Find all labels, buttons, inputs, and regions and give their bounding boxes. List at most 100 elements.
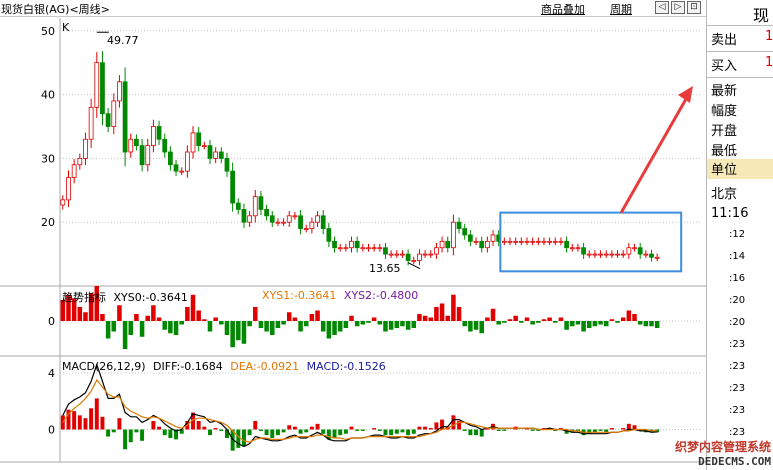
trend-name: 趋势指标 [62, 291, 106, 304]
candle-body [105, 113, 111, 127]
candle-body [230, 170, 236, 204]
candle-body [343, 247, 349, 250]
candle-body [292, 215, 298, 218]
candle-body [332, 240, 337, 249]
candle-body [451, 221, 456, 249]
candle-body [411, 260, 417, 262]
k-label: K [62, 21, 70, 34]
candle-body [207, 145, 213, 159]
candle-body [428, 253, 434, 256]
candle-body [298, 215, 303, 229]
candle-body [654, 256, 660, 259]
annotation-arrow-head [678, 86, 693, 103]
price-tick-label: 40 [41, 89, 55, 102]
xys1-value: XYS1:-0.3641 [262, 289, 337, 302]
candle-body [552, 240, 558, 243]
quote-panel: 现 卖出 1 买入 1 最新 幅度 开盘 最低 单位 北京 11:16 :12 … [706, 0, 773, 470]
clock-label: 11:16 [711, 206, 749, 221]
candle-body [484, 240, 490, 249]
candle-body [218, 151, 224, 159]
time-row: :12 [729, 229, 746, 240]
dea-value: DEA:-0.0921 [230, 360, 300, 373]
candle-body [201, 145, 207, 148]
price-tick-label: 20 [41, 216, 55, 229]
candle-body [417, 253, 422, 261]
time-row: :23 [729, 427, 746, 438]
candle-body [388, 253, 394, 256]
watermark-logo: 织梦内容管理系统 DEDECMS.COM [659, 438, 771, 468]
candle-body [354, 240, 360, 249]
candle-body [513, 240, 519, 243]
candle-body [547, 240, 553, 243]
candle-body [439, 240, 445, 249]
candle-body [173, 164, 179, 172]
price-tick-label: 50 [41, 25, 55, 38]
candle-body [383, 247, 388, 255]
macd-legend: MACD(26,12,9) DIFF:-0.1684 DEA:-0.0921 M… [62, 360, 386, 373]
candle-body [569, 247, 575, 250]
candle-body [117, 81, 122, 102]
candle-body [303, 228, 309, 230]
candle-body [337, 247, 343, 250]
period-button[interactable]: 周期 [610, 3, 632, 16]
candle-body [360, 247, 366, 250]
latest-label: 最新 [711, 84, 738, 99]
candle-body [235, 202, 241, 210]
candle-body [156, 126, 162, 140]
annotation-arrow-line [619, 91, 692, 214]
trend-legend-2: XYS1:-0.3641 XYS2:-0.4800 [262, 289, 418, 302]
candle-body [122, 81, 128, 153]
diff-value: DIFF:-0.1684 [153, 360, 223, 373]
nav-prev-icon[interactable]: ◁ [655, 1, 669, 14]
max-price-label: 49.77 [107, 34, 139, 47]
candle-body [598, 253, 603, 256]
candle-body [281, 221, 286, 224]
candle-body [184, 151, 190, 172]
candle-body [535, 240, 541, 243]
candle-body [462, 228, 468, 236]
candle-body [264, 209, 269, 217]
candle-body [315, 215, 320, 223]
nav-next-icon[interactable]: ▷ [671, 1, 685, 14]
candle-body [575, 247, 581, 250]
time-row: :20 [729, 317, 746, 328]
candle-body [71, 164, 77, 178]
overlay-button[interactable]: 商品叠加 [541, 3, 585, 16]
candle-body [190, 132, 196, 153]
candle-body [139, 145, 145, 166]
candle-body [564, 240, 569, 249]
chart-canvas: 20 30 40 50 0 0 4 [0, 18, 706, 463]
candle-body [649, 253, 654, 258]
candle-body [60, 199, 66, 206]
candle-body [473, 240, 479, 243]
candle-body [609, 253, 615, 256]
candle-body [88, 106, 94, 140]
macd-name: MACD(26,12,9) [62, 360, 146, 373]
candle-body [66, 177, 71, 201]
candle-body [507, 240, 513, 243]
candle-body [637, 247, 643, 255]
candle-body [615, 253, 620, 256]
candle-body [626, 247, 632, 255]
nav-end-icon[interactable]: ⊡ [687, 1, 701, 14]
candle-body [400, 253, 405, 256]
low-label: 最低 [711, 144, 738, 159]
candle-body [196, 132, 202, 147]
candle-body [632, 247, 637, 250]
min-marker-line [407, 262, 421, 270]
candle-body [405, 253, 411, 261]
watermark-line2: DEDECMS.COM [698, 455, 771, 468]
macd-value: MACD:-0.1526 [306, 360, 386, 373]
candle-body [326, 228, 332, 242]
candle-body [162, 138, 168, 153]
time-row: :23 [729, 383, 746, 394]
time-row: :23 [729, 361, 746, 372]
candle-body [252, 196, 258, 217]
candle-body [179, 170, 185, 173]
sell-label: 卖出 [711, 33, 738, 48]
highlight-box [499, 211, 683, 273]
candle-body [530, 240, 536, 243]
time-row: :16 [729, 273, 746, 284]
candle-body [394, 253, 400, 256]
candle-body [349, 240, 354, 249]
